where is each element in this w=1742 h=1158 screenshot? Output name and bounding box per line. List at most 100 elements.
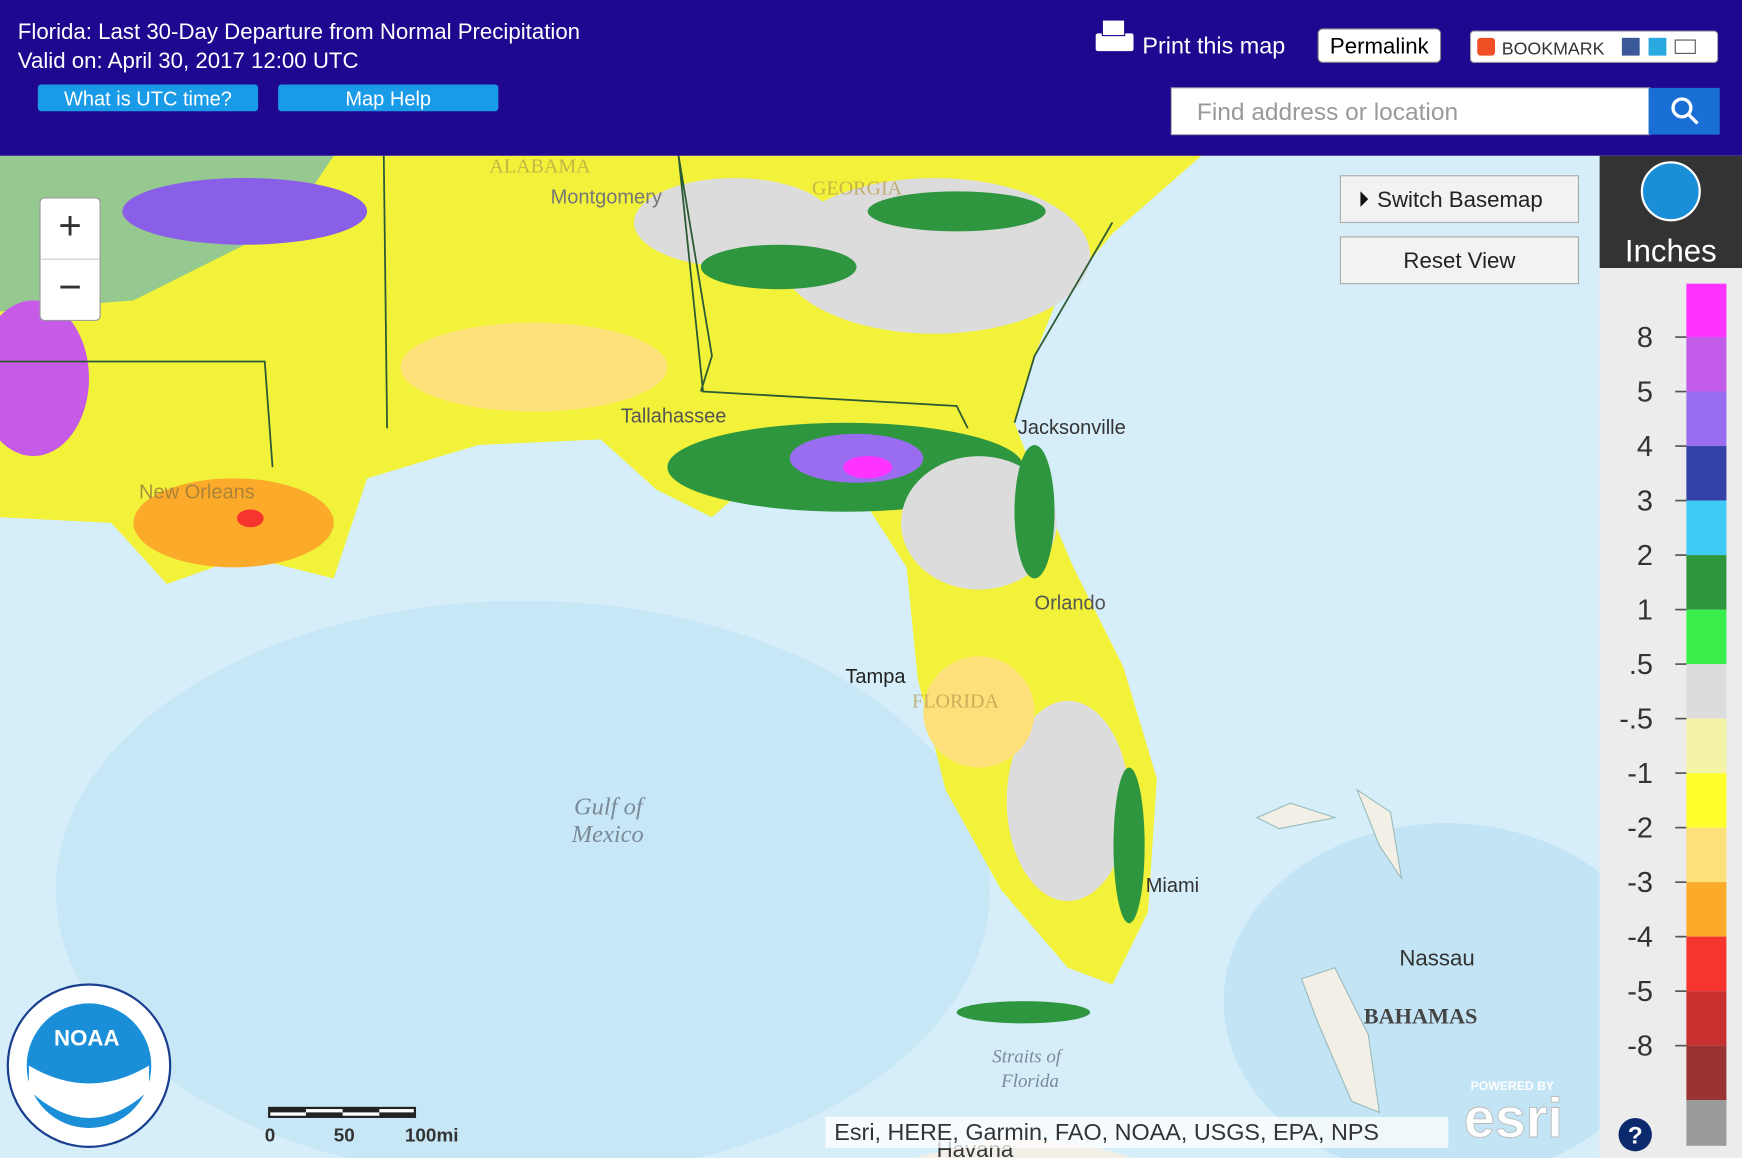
help-circle[interactable] [1618,1117,1652,1152]
legend-label: -2 [1627,813,1653,845]
reset-label: Reset View [1403,248,1516,273]
print-link[interactable]: Print this map [1142,32,1285,58]
legend-label: -4 [1627,922,1653,954]
scale-label: 100mi [405,1125,459,1146]
legend-label: -8 [1627,1031,1653,1063]
legend-logo [1640,161,1701,222]
help-button[interactable] [278,84,499,112]
legend-swatch [1686,446,1727,501]
search-box[interactable] [1170,87,1651,136]
print-icon [1095,19,1134,52]
legend-label: 4 [1637,431,1653,463]
place-label: GEORGIA [812,178,903,200]
place-label: Orlando [1035,593,1106,615]
legend-label: 8 [1637,322,1653,354]
search-placeholder: Find address or location [1197,99,1458,126]
tw-icon [1648,37,1667,56]
legend-swatch [1686,1045,1727,1101]
land [0,155,1202,985]
place-label: Straits of [992,1046,1064,1067]
legend-swatch [1686,283,1727,338]
search-button[interactable] [1648,87,1720,135]
caret [1360,191,1369,207]
island [1355,788,1403,880]
blob [400,322,668,412]
legend-label: .5 [1629,649,1653,681]
borders [0,155,1114,468]
scale-label: 0 [265,1125,276,1146]
blob [133,478,334,568]
place-label: ALABAMA [489,155,591,177]
place-label: Florida [1000,1071,1059,1092]
scale-bar [268,1106,417,1118]
legend-label: 2 [1637,540,1653,572]
fb-icon [1621,37,1640,56]
bookmark-label: BOOKMARK [1502,39,1605,59]
noaa-logo: NOAA [6,983,172,1148]
legend-label: -5 [1627,976,1653,1008]
scale-label: 50 [334,1125,355,1146]
attribution: Esri, HERE, Garmin, FAO, NOAA, USGS, EPA… [834,1119,1379,1145]
legend-swatch [1686,1100,1727,1146]
legend: 8 5 4 3 2 1 .5 -.5 -1 -2 -3 -4 -5 -8 [1619,283,1727,1146]
help-label: Map Help [345,89,431,111]
legend-swatch [1686,882,1727,937]
blob [843,456,893,479]
utc-label: What is UTC time? [64,89,232,111]
place-label: New Orleans [139,481,255,503]
permalink-label: Permalink [1330,33,1430,58]
bookmark-icon [1477,37,1496,56]
valid-time: Valid on: April 30, 2017 12:00 UTC [18,48,359,73]
map-labels: ALABAMA GEORGIA Montgomery Tallahassee Jacks… [139,155,1477,1158]
legend-label: -.5 [1619,704,1653,736]
place-label: Jacksonville [1018,417,1126,439]
blob [923,656,1035,768]
blob [700,244,857,290]
legend-swatch [1686,827,1727,883]
place-label: Nassau [1399,946,1474,971]
map-title: Florida: Last 30-Day Departure from Norm… [18,19,580,44]
utc-button[interactable] [37,84,259,112]
legend-label: 1 [1637,595,1653,627]
legend-label: 3 [1637,486,1653,518]
blob [1014,444,1055,579]
zoom-in[interactable]: + [58,204,81,248]
legend-swatch [1686,718,1727,774]
help-mark: ? [1628,1123,1643,1150]
place-label: Mexico [571,821,644,848]
blob [867,191,1046,232]
esri-logo: esri [1464,1087,1563,1149]
place-label: Montgomery [551,187,662,209]
precip-field [0,155,1202,1024]
gulf-deep [55,600,990,1158]
basemap-label: Switch Basemap [1377,187,1543,212]
keys [956,1001,1091,1024]
attribution-bg [825,1116,1449,1148]
reset-button[interactable] [1339,236,1580,285]
legend-label: -1 [1627,758,1653,790]
legend-label: -3 [1627,867,1653,899]
legend-swatch [1686,664,1727,719]
blob [0,300,89,457]
mail-icon [1674,39,1696,54]
blob [122,177,368,245]
legend-swatch [1686,337,1727,392]
blob [236,509,264,528]
place-label: Tallahassee [621,406,727,428]
place-label: Miami [1146,875,1199,897]
powered-by: POWERED BY [1471,1079,1555,1093]
legend-swatch [1686,555,1727,610]
permalink-button[interactable] [1317,28,1442,63]
basemap-button[interactable] [1339,175,1580,224]
legend-label: 5 [1637,377,1653,409]
island [1255,802,1338,830]
legend-swatch [1686,500,1727,556]
place-label: Gulf of [574,793,646,820]
zoom-out[interactable]: − [58,265,81,309]
place-label: FLORIDA [912,690,999,712]
atlantic-deep [1223,823,1669,1158]
svg-text:NOAA: NOAA [54,1026,119,1051]
blob [1006,700,1130,902]
legend-swatch [1686,609,1727,665]
